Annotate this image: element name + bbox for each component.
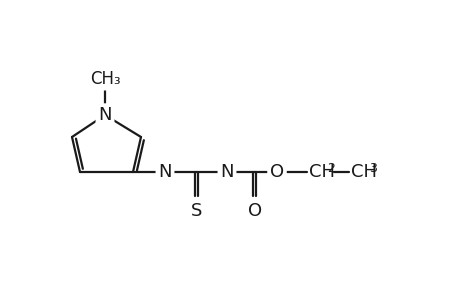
Text: N: N: [220, 163, 233, 181]
Text: N: N: [158, 163, 171, 181]
Text: CH₃: CH₃: [90, 70, 120, 88]
Text: O: O: [247, 202, 262, 220]
Text: S: S: [191, 202, 202, 220]
Text: CH: CH: [308, 163, 334, 181]
Text: CH: CH: [350, 163, 376, 181]
Text: 2: 2: [326, 161, 334, 175]
Text: 3: 3: [368, 161, 376, 175]
Text: O: O: [269, 163, 284, 181]
Text: N: N: [98, 106, 112, 124]
